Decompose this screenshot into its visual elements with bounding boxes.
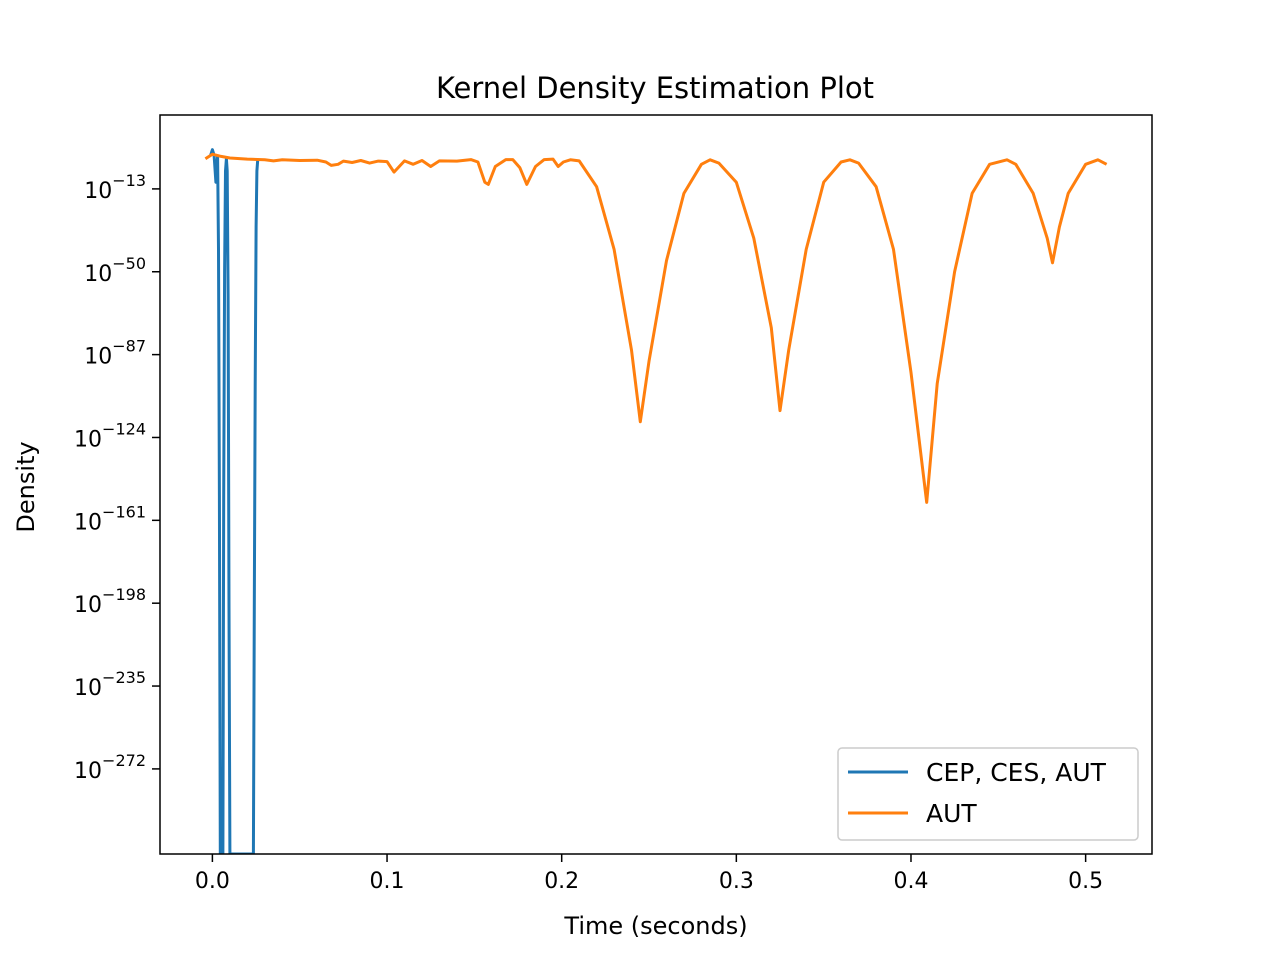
y-tick-label: 10−50: [84, 254, 146, 287]
series-line-1: [204, 152, 1108, 504]
legend-label-0: CEP, CES, AUT: [926, 758, 1107, 787]
x-tick-label: 0.5: [1068, 869, 1103, 894]
y-tick-label: 10−235: [74, 668, 146, 701]
y-axis-title: Density: [12, 441, 40, 532]
y-tick-label: 10−87: [84, 337, 146, 370]
legend-label-1: AUT: [926, 799, 977, 828]
y-tick-label: 10−161: [74, 502, 146, 535]
y-tick-label: 10−198: [74, 585, 146, 618]
series-line-0: [209, 148, 260, 854]
x-tick-label: 0.4: [893, 869, 928, 894]
x-axis-title: Time (seconds): [563, 912, 747, 940]
y-tick-label: 10−272: [74, 751, 146, 784]
x-tick-label: 0.3: [719, 869, 754, 894]
x-tick-label: 0.1: [370, 869, 405, 894]
y-tick-label: 10−13: [84, 171, 146, 204]
plot-frame: [159, 114, 1153, 855]
legend-box: [837, 747, 1139, 841]
x-tick-label: 0.2: [544, 869, 579, 894]
chart-title: Kernel Density Estimation Plot: [436, 71, 874, 105]
y-tick-label: 10−124: [74, 419, 146, 452]
x-tick-label: 0.0: [195, 869, 230, 894]
legend: CEP, CES, AUT AUT: [837, 747, 1139, 841]
